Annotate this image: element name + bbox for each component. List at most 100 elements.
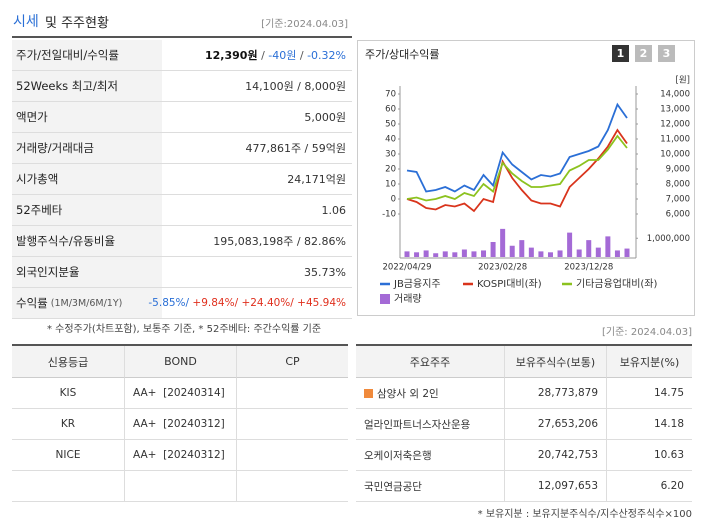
row-label: 시가총액 [12,164,162,195]
label: 외국인지분율 [16,265,80,279]
table-cell: 삼양사 외 2인 [356,378,504,409]
volume-bar [442,251,448,257]
row-label: 거래량/거래대금 [12,133,162,164]
row-value: -5.85%/ +9.84%/ +24.40%/ +45.94% [148,288,352,319]
value: -0.32% [307,48,346,62]
ref-date: [기준: 2024.04.03] [601,327,692,338]
chart-tab[interactable]: 3 [658,45,675,62]
table-cell: 6.20 [606,471,692,502]
value: 35.73% [304,265,346,279]
y-tick-label: 60 [385,105,396,115]
volume-bar [490,242,496,257]
chart-title: 주가/상대수익률 [365,48,440,61]
row-label: 수익률 (1M/3M/6M/1Y) [12,288,162,319]
volume-bar [614,250,620,257]
label: 52Weeks 최고/최저 [16,79,118,93]
row-label: 주가/전일대비/수익률 [12,40,162,71]
value: 12,390원 [205,49,258,62]
value: 477,861주 / 59억원 [245,142,346,155]
table-cell [236,440,348,471]
value: 1.06 [321,203,347,217]
label: 발행주식수/유동비율 [16,234,116,248]
volume-bar [538,251,544,257]
label: 액면가 [16,110,48,124]
table-cell: 28,773,879 [504,378,606,409]
row-label: 액면가 [12,102,162,133]
x-tick-label: 2022/04/29 [383,263,432,273]
y2-tick-label: 10,000 [660,150,690,160]
value: -40원 [268,49,297,62]
value: 195,083,198주 / 82.86% [213,235,346,248]
legend-label: 거래량 [394,293,422,305]
label: 52주베타 [16,203,63,217]
label: 시가총액 [16,172,59,186]
row-value: 195,083,198주 / 82.86% [162,226,352,257]
volume-tick-label: 1,000,000 [647,234,690,244]
volume-bar [500,228,506,257]
row-value: 35.73% [162,257,352,288]
table-cell: 얼라인파트너스자산운용 [356,409,504,440]
table-cell: 국민연금공단 [356,471,504,502]
table-header: 보유지분(%) [606,346,692,378]
title-main: 시세 [13,14,39,30]
volume-bar [433,253,439,257]
volume-bar [414,252,420,257]
volume-bar [576,249,582,257]
y-tick-label: 10 [385,180,396,190]
date: [기준:2024.04.03] [261,19,348,30]
volume-bar [567,232,573,257]
row-value: 5,000원 [162,102,352,133]
value: +9.84%/ [189,297,239,309]
table-cell [12,471,124,502]
volume-bar [586,240,592,257]
volume-bar [557,250,563,257]
label: 거래량/거래대금 [16,141,94,155]
table-cell: AA+ [20240312] [124,409,236,440]
table-cell: 14.18 [606,409,692,440]
table-cell: 27,653,206 [504,409,606,440]
y-tick-label: -10 [382,210,396,220]
y2-tick-label: 8,000 [666,180,690,190]
table-cell: 12,097,653 [504,471,606,502]
y2-tick-label: 9,000 [666,165,690,175]
table-cell: AA+ [20240314] [124,378,236,409]
chart-tab[interactable]: 1 [612,45,629,62]
value: 24,171억원 [287,173,346,186]
value: +24.40%/ [238,297,294,309]
table-cell: KR [12,409,124,440]
summary-note: * 수정주가(차트포함), 보통주 기준, * 52주베타: 주간수익률 기준 [46,324,322,335]
table-cell: 14.75 [606,378,692,409]
table-header: CP [236,346,348,378]
header-rule [12,36,352,38]
table-cell [236,378,348,409]
table-top [356,344,692,346]
label-sub: (1M/3M/6M/1Y) [50,297,123,309]
y2-tick-label: 13,000 [660,105,690,115]
table-header: BOND [124,346,236,378]
row-value: 24,171억원 [162,164,352,195]
table-cell [236,471,348,502]
table-cell: NICE [12,440,124,471]
volume-bar [452,252,458,257]
row-value: 14,100원 / 8,000원 [162,71,352,102]
row-label: 52Weeks 최고/최저 [12,71,162,102]
table-cell [236,409,348,440]
volume-bar [547,252,553,257]
volume-bar [519,240,525,257]
expand-icon[interactable] [364,388,373,398]
table-header: 주요주주 [356,346,504,378]
value: +45.94% [293,297,346,309]
series-line [406,134,628,202]
y2-tick-label: 7,000 [666,195,690,205]
row-label: 발행주식수/유동비율 [12,226,162,257]
y2-tick-label: 12,000 [660,120,690,130]
volume-bar [528,247,534,257]
y-tick-label: 30 [385,150,396,160]
series-line [406,128,628,213]
row-value: 12,390원 / -40원 / -0.32% [162,40,352,71]
value: 14,100원 / 8,000원 [245,80,346,93]
chart-tab[interactable]: 2 [635,45,652,62]
x-tick-label: 2023/12/28 [564,263,613,273]
value: / [257,48,269,62]
